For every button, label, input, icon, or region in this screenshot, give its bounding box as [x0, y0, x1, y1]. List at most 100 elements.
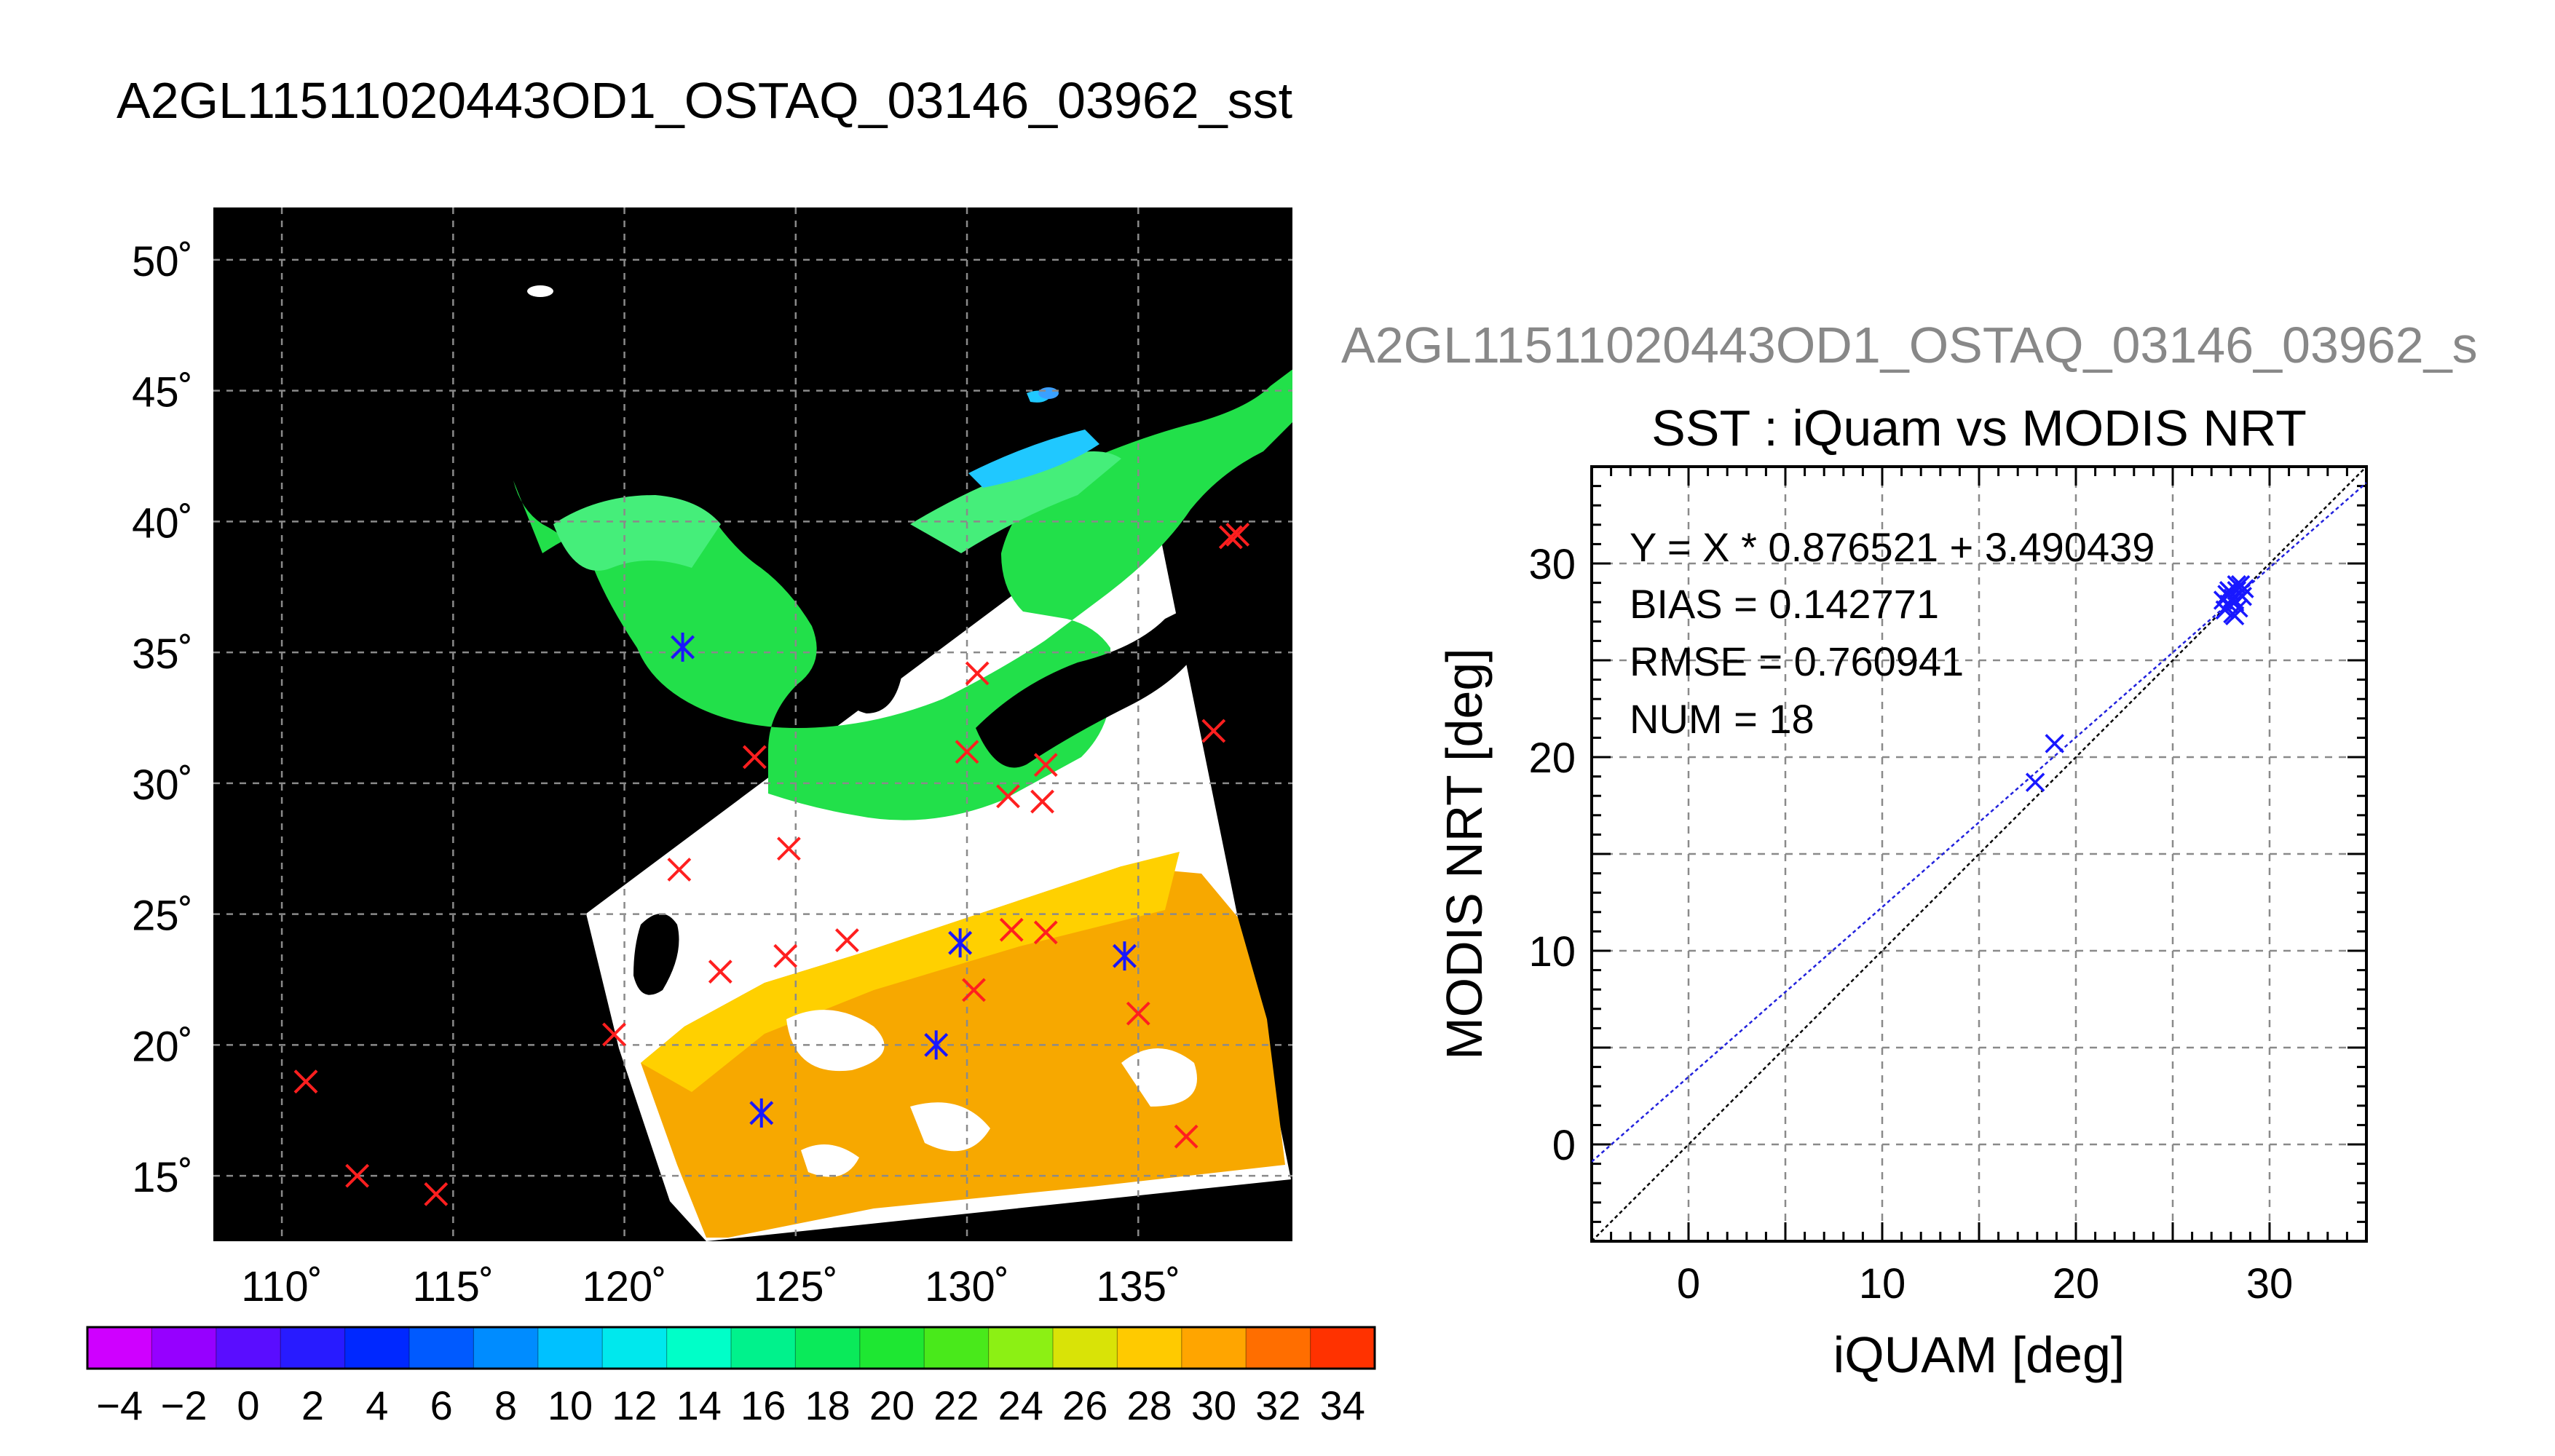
- scatter-ticks: [1590, 465, 2368, 1243]
- map-red-cross: [708, 960, 732, 984]
- scatter-point: [2219, 581, 2239, 601]
- sst-cyan-region: [968, 390, 1099, 488]
- colorbar-tick-label: 2: [301, 1382, 324, 1428]
- colorbar-cell: [473, 1327, 539, 1369]
- colorbar-cell: [924, 1327, 990, 1369]
- colorbar-cell: [151, 1327, 217, 1369]
- scatter-point: [2045, 734, 2064, 753]
- scatter-y-axis-label: MODIS NRT [deg]: [1436, 648, 1493, 1059]
- map-red-cross: [962, 978, 986, 1002]
- map-blue-asterisk: [924, 1030, 949, 1060]
- land-japan: [976, 604, 1209, 768]
- colorbar-tick-label: 20: [869, 1382, 915, 1428]
- colorbar-tick-label: −4: [96, 1382, 143, 1428]
- colorbar-labels: −4 −2 0 2 4 6 8 10 12 14 16 18 20 22 24 26 28 30 32 34: [96, 1382, 1365, 1428]
- map-red-cross: [667, 858, 692, 882]
- colorbar-tick-label: 12: [612, 1382, 657, 1428]
- map-lon-tick-label: 110˚: [241, 1263, 323, 1310]
- map-lat-tick-label: 40˚: [132, 499, 193, 547]
- map-longitude-labels: 110˚ 115˚ 120˚ 125˚ 130˚ 135˚: [241, 1263, 1180, 1310]
- scatter-x-tick-label: 20: [2053, 1260, 2100, 1307]
- map-red-cross: [1201, 719, 1226, 743]
- map-lat-tick-label: 35˚: [132, 630, 193, 678]
- map-red-cross: [742, 745, 767, 769]
- map-red-cross: [834, 928, 859, 952]
- colorbar-cell: [216, 1327, 282, 1369]
- lake-north: [527, 285, 553, 297]
- colorbar-tick-label: 6: [430, 1382, 453, 1428]
- map-lon-tick-label: 120˚: [583, 1263, 667, 1310]
- colorbar-tick-label: 32: [1255, 1382, 1300, 1428]
- stats-rmse: RMSE = 0.760941: [1630, 638, 1964, 684]
- scatter-x-tick-label: 0: [1677, 1260, 1700, 1307]
- map-red-cross: [1174, 1124, 1198, 1149]
- scatter-y-tick-label: 30: [1528, 541, 1576, 588]
- scatter-points: [2025, 575, 2254, 792]
- colorbar: −4 −2 0 2 4 6 8 10 12 14 16 18 20 22 24 26 28 30 32 34: [86, 1326, 1376, 1428]
- scatter-plot: SST : iQuam vs MODIS NRT 0 10 20 30 0 10 20 30…: [1436, 400, 2368, 1383]
- scatter-gridlines: [1592, 467, 2366, 1241]
- map-lon-tick-label: 125˚: [754, 1263, 838, 1310]
- colorbar-cell: [87, 1327, 153, 1369]
- scatter-x-tick-label: 10: [1859, 1260, 1906, 1307]
- map-red-cross: [1126, 1001, 1150, 1026]
- map-red-cross: [1033, 920, 1058, 945]
- land-korea: [827, 570, 905, 713]
- colorbar-tick-label: 14: [676, 1382, 722, 1428]
- colorbar-cell: [537, 1327, 604, 1369]
- colorbar-tick-label: 4: [366, 1382, 388, 1428]
- map-blue-asterisk: [671, 632, 695, 662]
- map-lat-tick-label: 45˚: [132, 369, 193, 416]
- scatter-point: [2025, 772, 2045, 792]
- map-lon-tick-label: 135˚: [1096, 1263, 1180, 1310]
- map-lat-tick-label: 20˚: [132, 1023, 193, 1070]
- colorbar-tick-label: 16: [741, 1382, 786, 1428]
- colorbar-cell: [1246, 1327, 1311, 1369]
- colorbar-tick-label: −2: [161, 1382, 208, 1428]
- map-blue-asterisk: [749, 1098, 774, 1128]
- map-lon-tick-label: 130˚: [925, 1263, 1009, 1310]
- colorbar-cell: [859, 1327, 925, 1369]
- colorbar-cell: [409, 1327, 475, 1369]
- colorbar-tick-label: 0: [237, 1382, 259, 1428]
- scatter-y-tick-label: 0: [1552, 1122, 1576, 1169]
- map-red-cross: [345, 1163, 370, 1188]
- colorbar-tick-label: 24: [998, 1382, 1043, 1428]
- colorbar-frame: [86, 1326, 1376, 1370]
- map-red-cross: [1033, 753, 1058, 778]
- colorbar-cell: [1181, 1327, 1247, 1369]
- colorbar-cell: [988, 1327, 1054, 1369]
- map-red-cross: [602, 1022, 626, 1047]
- scatter-x-tick-labels: 0 10 20 30: [1677, 1260, 2293, 1307]
- map-gridlines: [213, 207, 1292, 1241]
- colorbar-cell: [795, 1327, 861, 1369]
- stats-num: NUM = 18: [1630, 696, 1814, 742]
- scatter-point: [2227, 575, 2247, 595]
- scatter-y-tick-label: 10: [1528, 928, 1576, 976]
- scatter-x-tick-label: 30: [2246, 1260, 2294, 1307]
- scatter-point: [2232, 586, 2252, 606]
- map-lon-tick-label: 115˚: [412, 1263, 494, 1310]
- map-lat-tick-label: 15˚: [132, 1154, 193, 1201]
- scatter-point: [2223, 604, 2243, 624]
- colorbar-cell: [731, 1327, 797, 1369]
- map-red-cross: [1218, 525, 1243, 550]
- map-lat-tick-label: 50˚: [132, 238, 193, 285]
- map-red-cross: [955, 740, 979, 764]
- map-red-cross: [424, 1182, 449, 1206]
- map-red-cross: [1030, 789, 1054, 814]
- colorbar-tick-label: 22: [933, 1382, 979, 1428]
- colorbar-cell: [344, 1327, 410, 1369]
- sst-map: 50˚ 45˚ 40˚ 35˚ 30˚ 25˚ 20˚ 15˚ 110˚ 115˚ 120˚ 125…: [132, 207, 1292, 1310]
- stats-bias: BIAS = 0.142771: [1630, 581, 1939, 627]
- map-blue-asterisk: [1113, 941, 1137, 971]
- colorbar-tick-label: 30: [1191, 1382, 1236, 1428]
- scatter-y-tick-labels: 0 10 20 30: [1528, 541, 1576, 1169]
- colorbar-cell: [1053, 1327, 1118, 1369]
- map-red-cross: [965, 661, 990, 686]
- sst-warm-region-yellow: [641, 852, 1180, 1092]
- map-lat-tick-label: 25˚: [132, 893, 193, 940]
- map-red-cross: [776, 836, 801, 861]
- colorbar-cell: [666, 1327, 732, 1369]
